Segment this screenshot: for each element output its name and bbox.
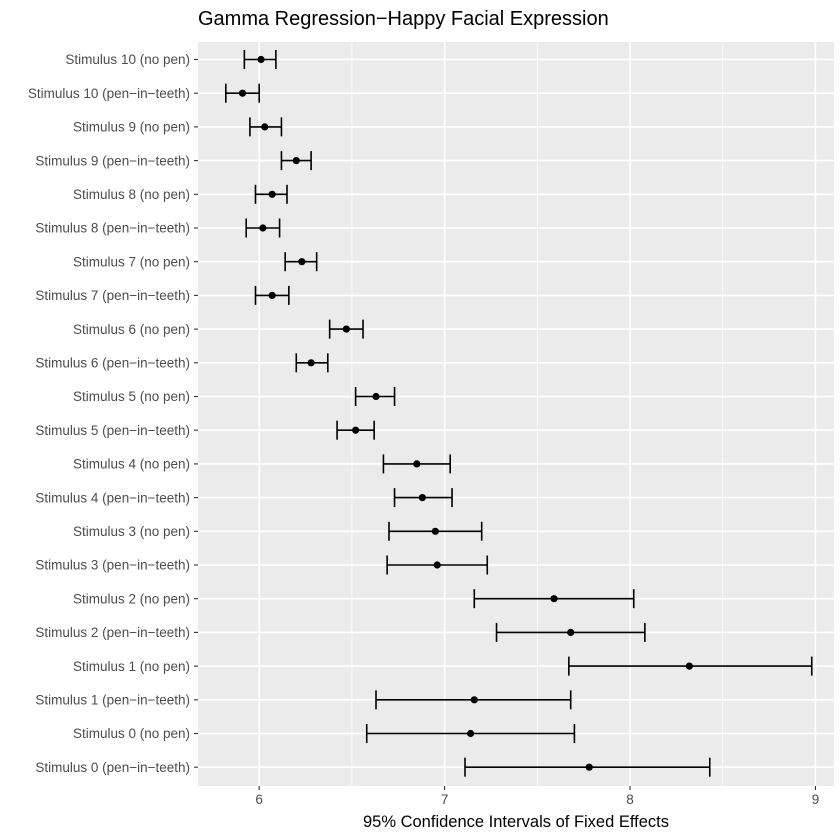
estimate-point: [261, 123, 269, 131]
error-bar-group: [245, 218, 281, 238]
estimate-point: [268, 291, 276, 299]
y-tick-label: Stimulus 3 (no pen): [73, 524, 190, 539]
error-bar-group: [336, 420, 375, 440]
estimate-point: [238, 89, 247, 97]
error-bar-group: [284, 252, 318, 272]
x-tick-label: 6: [255, 792, 263, 807]
y-tick-label: Stimulus 4 (pen−in−teeth): [35, 490, 190, 505]
y-tick-label: Stimulus 10 (pen−in−teeth): [28, 86, 190, 101]
estimate-point: [268, 190, 276, 198]
y-tick-label: Stimulus 1 (pen−in−teeth): [35, 693, 190, 708]
y-tick-label: Stimulus 2 (pen−in−teeth): [35, 625, 190, 640]
y-tick-label: Stimulus 0 (no pen): [73, 726, 190, 741]
y-tick-label: Stimulus 9 (no pen): [73, 120, 190, 135]
y-tick-label: Stimulus 9 (pen−in−teeth): [35, 153, 190, 168]
y-tick-label: Stimulus 1 (no pen): [73, 659, 190, 674]
y-tick-label: Stimulus 6 (pen−in−teeth): [35, 356, 190, 371]
y-tick-label: Stimulus 5 (no pen): [73, 389, 190, 404]
x-tick-label: 9: [812, 792, 820, 807]
estimate-point: [433, 561, 441, 569]
error-bar-group: [495, 622, 646, 642]
y-tick-label: Stimulus 7 (pen−in−teeth): [35, 288, 190, 303]
error-bar-group: [243, 50, 277, 69]
y-axis: Stimulus 10 (no pen) Stimulus 10 (pen−in−…: [28, 52, 198, 775]
y-tick-label: Stimulus 4 (no pen): [73, 457, 190, 472]
error-bar-group: [354, 387, 396, 406]
error-bar-group: [375, 690, 572, 710]
error-bar-group: [280, 151, 312, 171]
error-bar-group: [225, 83, 260, 103]
error-bar-group: [473, 589, 635, 609]
estimate-point: [307, 359, 315, 367]
estimate-point: [413, 460, 421, 468]
y-tick-label: Stimulus 7 (no pen): [73, 254, 190, 269]
error-bar-group: [386, 555, 489, 575]
x-tick-label: 7: [441, 792, 449, 807]
error-bar-group: [388, 521, 483, 541]
error-bar-group: [464, 757, 711, 777]
x-tick-label: 8: [626, 792, 634, 807]
estimate-point: [418, 494, 426, 502]
x-axis: 6 7 8 9: [255, 786, 819, 807]
error-bar-group: [393, 488, 453, 508]
y-tick-label: Stimulus 8 (pen−in−teeth): [35, 221, 190, 236]
error-bar-group: [295, 353, 329, 373]
y-tick-label: Stimulus 10 (no pen): [65, 52, 190, 67]
error-bar-group: [365, 724, 576, 743]
y-tick-label: Stimulus 0 (pen−in−teeth): [35, 760, 190, 775]
x-axis-label: 95% Confidence Intervals of Fixed Effect…: [363, 813, 669, 831]
error-bar-group: [328, 319, 364, 339]
estimate-point: [257, 55, 265, 64]
estimate-point: [298, 258, 306, 266]
error-bar-group: [568, 656, 813, 676]
estimate-point: [585, 763, 593, 771]
estimate-point: [292, 157, 300, 165]
estimate-point: [372, 392, 380, 401]
error-bar-group: [249, 117, 283, 137]
y-tick-label: Stimulus 5 (pen−in−teeth): [35, 423, 190, 438]
error-bar-group: [254, 184, 288, 204]
estimate-point: [550, 595, 558, 603]
estimate-point: [259, 224, 267, 232]
estimate-point: [685, 662, 693, 670]
error-bar-group: [254, 285, 290, 305]
estimate-point: [567, 628, 575, 637]
y-tick-label: Stimulus 6 (no pen): [73, 322, 190, 337]
error-bars: [225, 50, 813, 777]
estimate-point: [470, 696, 478, 704]
estimate-point: [352, 426, 360, 434]
y-tick-label: Stimulus 8 (no pen): [73, 187, 190, 202]
plot-panel: [198, 42, 834, 786]
y-tick-label: Stimulus 2 (no pen): [73, 591, 190, 606]
estimate-point: [342, 325, 350, 333]
y-tick-label: Stimulus 3 (pen−in−teeth): [35, 558, 190, 573]
estimate-point: [431, 527, 439, 535]
chart-title: Gamma Regression−Happy Facial Expression: [198, 8, 609, 30]
estimate-point: [466, 729, 475, 738]
error-bar-group: [382, 454, 451, 474]
